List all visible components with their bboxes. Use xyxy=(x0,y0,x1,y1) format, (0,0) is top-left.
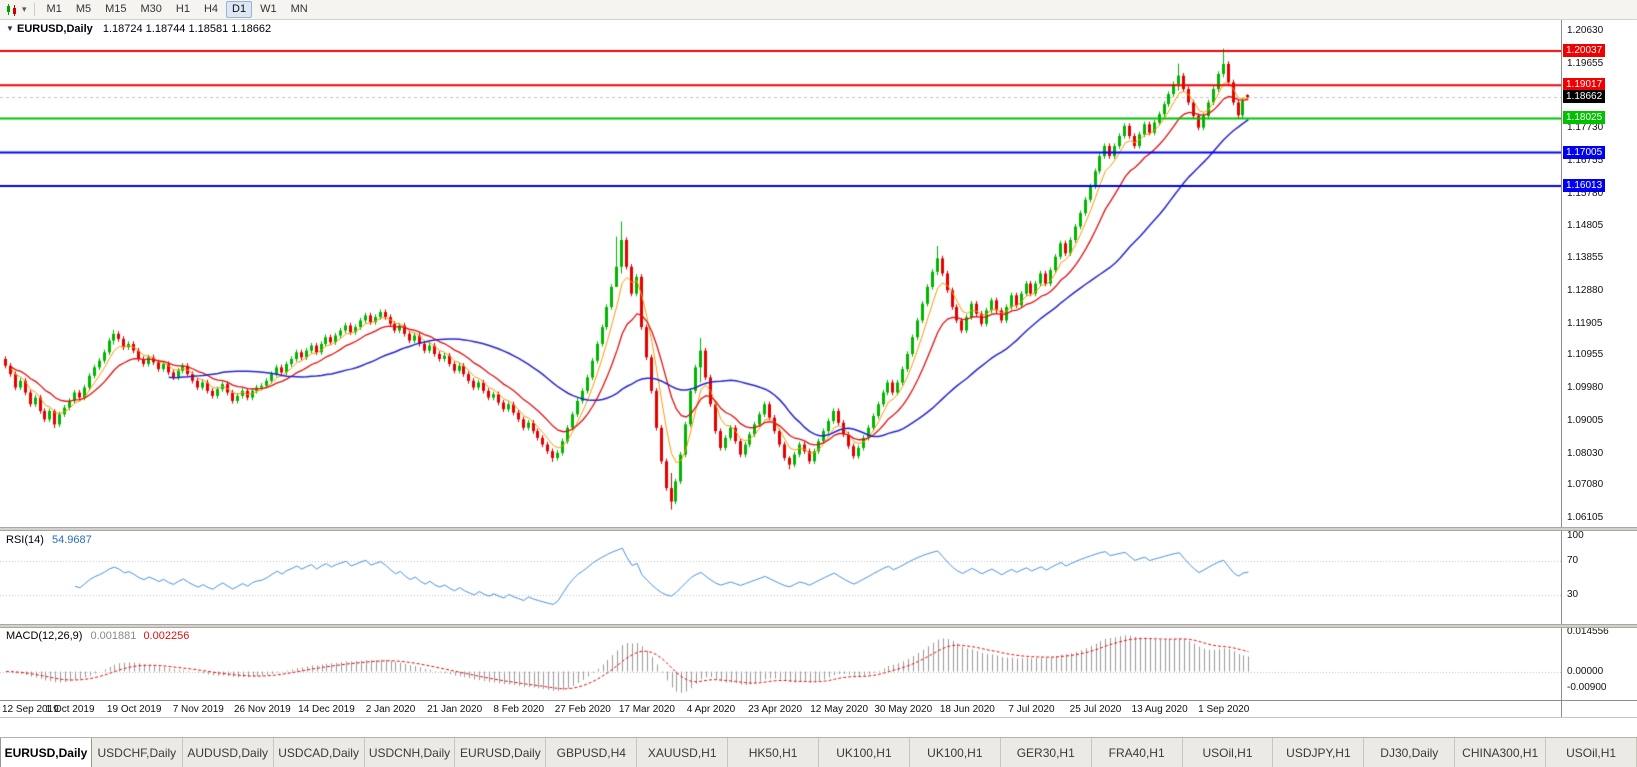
time-axis-label: 18 Jun 2020 xyxy=(939,704,995,715)
rsi-scale-tick: 70 xyxy=(1567,555,1579,567)
chart-tab-audusd-daily[interactable]: AUDUSD,Daily xyxy=(183,738,274,767)
chart-tab-eurusd-daily[interactable]: EURUSD,Daily xyxy=(0,738,92,767)
time-axis-label: 1 Sep 2020 xyxy=(1198,704,1250,715)
timeframe-button-w1[interactable]: W1 xyxy=(260,3,277,15)
price-scale-tick: 1.13855 xyxy=(1567,252,1604,264)
price-scale-tick: 1.09005 xyxy=(1567,414,1604,426)
macd-signal-value: 0.002256 xyxy=(143,630,190,642)
macd-scale-tick: 0.014556 xyxy=(1567,626,1609,637)
price-chart-canvas[interactable] xyxy=(0,20,1561,717)
rsi-indicator-label: RSI(14) 54.9687 xyxy=(6,534,92,546)
level-price-badge: 1.18025 xyxy=(1563,111,1606,125)
price-scale-tick: 1.07080 xyxy=(1567,479,1604,491)
time-axis-label: 2 Jan 2020 xyxy=(365,704,416,715)
chart-title-symbol: EURUSD,Daily xyxy=(16,23,93,35)
price-scale-tick: 1.10955 xyxy=(1567,349,1604,361)
time-axis-label: 7 Nov 2019 xyxy=(172,704,224,715)
symbol-dropdown-icon[interactable]: ▼ xyxy=(6,24,14,33)
timeframe-button-mn[interactable]: MN xyxy=(290,3,308,15)
time-axis-label: 12 May 2020 xyxy=(810,704,869,715)
chart-tab-gbpusd-h4[interactable]: GBPUSD,H4 xyxy=(546,738,638,767)
time-axis-label: 27 Feb 2020 xyxy=(554,704,611,715)
time-axis-label: 19 Oct 2019 xyxy=(106,704,162,715)
price-scale-tick: 1.08030 xyxy=(1567,447,1604,459)
price-scale-tick: 1.16755 xyxy=(1567,154,1604,166)
price-scale-tick: 1.09980 xyxy=(1567,382,1604,394)
rsi-scale-tick: 30 xyxy=(1567,588,1579,600)
chart-tab-usdcnh-daily[interactable]: USDCNH,Daily xyxy=(365,738,456,767)
level-price-badge: 1.20037 xyxy=(1563,43,1606,57)
bid-price-badge: 1.18662 xyxy=(1563,90,1606,104)
chart-tab-usoil-h1[interactable]: USOil,H1 xyxy=(1546,738,1637,767)
price-scale-tick: 1.20630 xyxy=(1567,25,1604,37)
level-price-badge: 1.16013 xyxy=(1563,178,1606,192)
chart-tab-uk100-h1[interactable]: UK100,H1 xyxy=(910,738,1001,767)
rsi-indicator-value: 54.9687 xyxy=(51,534,92,546)
macd-indicator-label: MACD(12,26,9) 0.001881 0.002256 xyxy=(6,630,189,642)
chart-tab-usdjpy-h1[interactable]: USDJPY,H1 xyxy=(1273,738,1365,767)
time-axis-label: 25 Jul 2020 xyxy=(1069,704,1122,715)
time-axis-label: 26 Nov 2019 xyxy=(234,704,291,715)
time-axis-label: 17 Mar 2020 xyxy=(618,704,675,715)
macd-main-value: 0.001881 xyxy=(90,630,137,642)
panel-divider-macd[interactable] xyxy=(0,624,1637,628)
top-toolbar: ▾ M1 M5 M15 M30 H1 H4 D1 W1 MN xyxy=(0,0,1637,20)
rsi-scale-tick: 100 xyxy=(1567,530,1584,541)
chart-tab-bar: EURUSD,Daily USDCHF,Daily AUDUSD,Daily USDC… xyxy=(0,737,1637,767)
time-axis-label: 8 Feb 2020 xyxy=(493,704,545,715)
time-axis-label: 21 Jan 2020 xyxy=(427,704,483,715)
chart-window: ▼ EURUSD,Daily 1.18724 1.18744 1.18581 1… xyxy=(0,20,1637,718)
panel-divider-rsi[interactable] xyxy=(0,527,1637,531)
time-axis-label: 1 Oct 2019 xyxy=(45,704,95,715)
time-axis-label: 12 Sep 2019 xyxy=(2,704,59,715)
macd-scale-tick: -0.00900 xyxy=(1567,682,1607,693)
level-price-badge: 1.19017 xyxy=(1563,78,1606,92)
chart-tab-uk100-h1[interactable]: UK100,H1 xyxy=(819,738,910,767)
timeframe-button-d1[interactable]: D1 xyxy=(226,1,253,18)
chart-tab-hk50-h1[interactable]: HK50,H1 xyxy=(728,738,820,767)
time-axis-label: 30 May 2020 xyxy=(874,704,933,715)
timeframe-button-m5[interactable]: M5 xyxy=(75,3,92,15)
level-price-badge: 1.17005 xyxy=(1563,145,1606,159)
chart-type-icon[interactable] xyxy=(5,3,19,17)
chart-tab-ger30-h1[interactable]: GER30,H1 xyxy=(1001,738,1092,767)
price-scale-tick: 1.15780 xyxy=(1567,187,1604,199)
chart-title-ohlc: 1.18724 1.18744 1.18581 1.18662 xyxy=(102,23,272,35)
chart-tab-usdcad-daily[interactable]: USDCAD,Daily xyxy=(274,738,365,767)
chart-tab-xauusd-h1[interactable]: XAUUSD,H1 xyxy=(637,738,729,767)
macd-indicator-name: MACD(12,26,9) xyxy=(6,630,83,642)
price-scale-tick: 1.17730 xyxy=(1567,122,1604,134)
chart-tab-fra40-h1[interactable]: FRA40,H1 xyxy=(1092,738,1183,767)
time-axis[interactable]: 12 Sep 2019 1 Oct 2019 19 Oct 2019 7 Nov 20… xyxy=(0,700,1637,718)
toolbar-separator xyxy=(33,3,35,16)
time-axis-label: 7 Jul 2020 xyxy=(1008,704,1055,715)
price-scale-tick: 1.12880 xyxy=(1567,284,1604,296)
price-scale-tick: 1.14805 xyxy=(1567,220,1604,232)
chart-tab-dj30-daily[interactable]: DJ30,Daily xyxy=(1364,738,1456,767)
chart-title: ▼ EURUSD,Daily 1.18724 1.18744 1.18581 1… xyxy=(6,23,271,35)
time-axis-label: 14 Dec 2019 xyxy=(298,704,355,715)
rsi-indicator-name: RSI(14) xyxy=(6,534,44,546)
price-scale-tick: 1.06105 xyxy=(1567,512,1604,524)
chart-tab-china300-h1[interactable]: CHINA300,H1 xyxy=(1455,738,1547,767)
time-axis-label: 4 Apr 2020 xyxy=(686,704,736,715)
timeframe-button-h4[interactable]: H4 xyxy=(203,3,219,15)
chart-type-dropdown-icon[interactable]: ▾ xyxy=(22,4,27,14)
timeframe-button-m15[interactable]: M15 xyxy=(105,3,127,15)
chart-tab-eurusd-daily[interactable]: EURUSD,Daily xyxy=(455,738,547,767)
timeframe-button-m30[interactable]: M30 xyxy=(140,3,162,15)
price-scale-tick: 1.19655 xyxy=(1567,57,1604,69)
timeframe-button-m1[interactable]: M1 xyxy=(46,3,62,15)
time-axis-label: 23 Apr 2020 xyxy=(748,704,803,715)
time-axis-label: 13 Aug 2020 xyxy=(1131,704,1188,715)
price-scale-tick: 1.11905 xyxy=(1567,317,1603,329)
chart-tab-usoil-h1[interactable]: USOil,H1 xyxy=(1183,738,1274,767)
chart-tab-usdchf-daily[interactable]: USDCHF,Daily xyxy=(92,738,183,767)
timeframe-toolbar: M1 M5 M15 M30 H1 H4 D1 W1 MN xyxy=(40,1,315,18)
price-scale[interactable]: 1.206301.196551.186801.177301.167551.157… xyxy=(1561,20,1637,717)
timeframe-button-h1[interactable]: H1 xyxy=(175,3,190,15)
macd-scale-tick: 0.00000 xyxy=(1567,665,1604,677)
